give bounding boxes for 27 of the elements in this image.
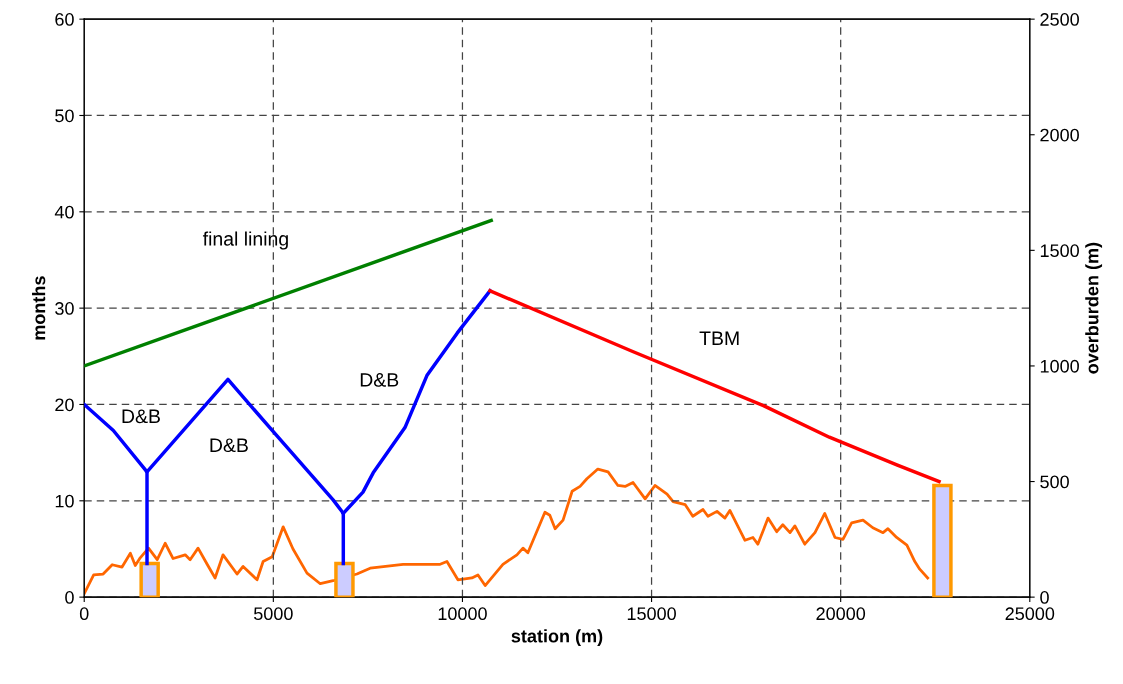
series-label: D&B: [210, 438, 248, 453]
x-tick-label: 25000: [1005, 607, 1055, 621]
y2-tick-label: 1500: [1040, 244, 1079, 258]
y-tick-label: 0: [65, 591, 74, 604]
y2-tick-label: 2500: [1040, 13, 1079, 26]
x-tick-label: 5000: [253, 607, 293, 621]
y-tick-label: 40: [54, 205, 74, 219]
y2-tick-label: 2000: [1040, 128, 1079, 142]
x-tick-label: 0: [79, 607, 89, 621]
y2-axis-title: overburden (m): [1085, 242, 1103, 374]
y-tick-label: 50: [55, 109, 74, 123]
y-tick-label: 60: [55, 13, 74, 26]
x-tick-label: 15000: [627, 607, 676, 621]
y-tick-label: 30: [55, 302, 74, 315]
series-label: D&B: [360, 373, 399, 387]
x-tick-label: 10000: [438, 607, 487, 621]
series-label: D&B: [122, 409, 160, 424]
y2-tick-label: 1000: [1040, 359, 1079, 373]
y-tick-label: 10: [55, 494, 74, 508]
x-tick-label: 20000: [816, 607, 866, 621]
y2-tick-label: 500: [1040, 475, 1069, 489]
y2-tick-label: 0: [1040, 591, 1049, 604]
y-axis-title: months: [32, 276, 46, 340]
series-label: TBM: [699, 331, 739, 345]
text: final lining: [202, 231, 288, 250]
y-tick-label: 20: [55, 398, 74, 412]
x-axis-title: station (m): [511, 629, 603, 647]
